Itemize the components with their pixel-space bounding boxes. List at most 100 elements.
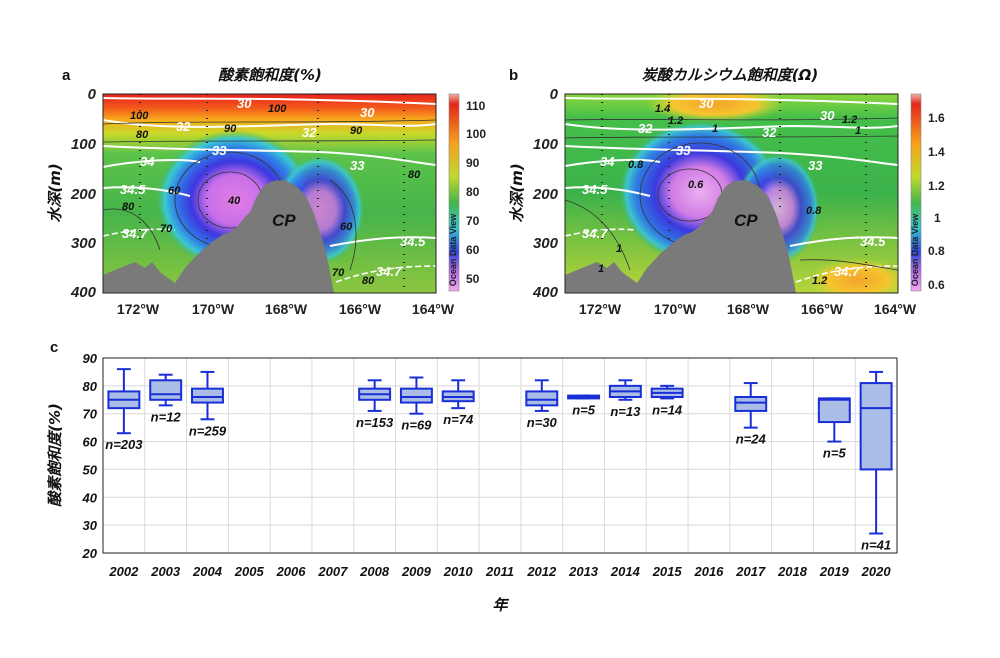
panel-c-xtick: 2017: [735, 564, 766, 579]
panel-a-letter: a: [62, 67, 71, 84]
panel-c-ytick: 60: [83, 435, 98, 450]
cb-a-tick: 100: [466, 127, 486, 141]
panel-a-ytick: 0: [88, 86, 97, 103]
panel-c-frame: [102, 357, 898, 554]
panel-c-xtick: 2003: [150, 564, 181, 579]
contour-label-a-b2: 100: [268, 103, 287, 115]
contour-label-b-34-5b: 34.5: [860, 234, 886, 249]
contour-label-a-30: 30: [237, 96, 252, 111]
contour-label-b-b9: 1: [616, 243, 622, 255]
contour-label-b-b11: 1.2: [812, 275, 827, 287]
box-2019: n=5: [817, 397, 851, 461]
box-n-label: n=69: [401, 418, 432, 433]
panel-a-xtick: 164°W: [412, 301, 455, 317]
panel-a-colorbar: [448, 93, 460, 292]
box-n-label: n=24: [736, 432, 767, 447]
contour-label-a-30b: 30: [360, 105, 375, 120]
box-2002: n=203: [105, 368, 143, 452]
cb-a-label: Ocean Data View: [448, 213, 458, 286]
panel-c-xlabel: 年: [492, 596, 509, 614]
panel-b-title: 炭酸カルシウム飽和度(Ω): [642, 66, 818, 84]
panel-c-ytick: 30: [83, 518, 98, 533]
cb-a-tick: 50: [466, 272, 480, 286]
panel-b-xtick: 172°W: [579, 301, 622, 317]
contour-label-a-b10: 80: [122, 201, 135, 213]
box-2020: n=41: [859, 370, 893, 553]
contour-label-a-b3: 90: [224, 123, 237, 135]
panel-b-ytick: 300: [533, 235, 559, 252]
contour-label-b-33: 33: [676, 143, 691, 158]
panel-b: b 炭酸カルシウム飽和度(Ω): [508, 66, 945, 317]
panel-c-xtick: 2007: [317, 564, 348, 579]
panel-a-xtick: 170°W: [192, 301, 235, 317]
panel-c-letter: c: [50, 339, 58, 356]
contour-label-b-32: 32: [638, 121, 653, 136]
panel-c-ytick: 70: [83, 407, 98, 422]
contour-label-a-33: 33: [212, 143, 227, 158]
contour-label-b-34: 34: [600, 154, 615, 169]
panel-b-ytick: 0: [550, 86, 559, 103]
panel-c-boxes: n=203 n=12 n=259 n=153 n=69 n=74 n=30 n=5 n=13 n=…: [105, 368, 893, 553]
cb-b-tick: 0.6: [928, 278, 945, 292]
panel-a-ytick: 100: [71, 136, 97, 153]
panel-c-xtick: 2002: [108, 564, 139, 579]
panel-b-xtick: 164°W: [874, 301, 917, 317]
panel-b-xtick: 168°W: [727, 301, 770, 317]
panel-c-ytick: 20: [82, 546, 98, 561]
box-n-label: n=153: [356, 415, 394, 430]
panel-c-xtick: 2005: [234, 564, 265, 579]
contour-label-a-b5: 90: [350, 125, 363, 137]
contour-label-b-32b: 32: [762, 125, 777, 140]
box-n-label: n=5: [823, 446, 847, 461]
panel-b-section-plot: [565, 94, 898, 293]
panel-c-ytick: 50: [83, 462, 98, 477]
contour-label-b-b1: 1.4: [655, 103, 670, 115]
panel-c-xtick: 2011: [485, 564, 514, 579]
cb-b-tick: 0.8: [928, 244, 945, 258]
panel-c-xtick: 2009: [401, 564, 432, 579]
cb-a-tick: 70: [466, 214, 480, 228]
box-2008: n=153: [356, 379, 394, 430]
box-iqr: [525, 390, 559, 407]
box-2004: n=259: [189, 370, 227, 438]
box-n-label: n=41: [861, 538, 891, 553]
box-n-label: n=259: [189, 423, 227, 438]
box-2015: n=14: [650, 384, 684, 417]
box-n-label: n=30: [527, 415, 558, 430]
contour-label-a-32: 32: [176, 119, 191, 134]
panel-c-grid: [103, 357, 897, 554]
contour-label-b-33b: 33: [808, 158, 823, 173]
contour-label-b-30: 30: [699, 96, 714, 111]
contour-label-b-b3: 1: [712, 123, 718, 135]
box-2009: n=69: [399, 376, 433, 433]
panel-b-ylabel: 水深(m): [508, 163, 526, 222]
panel-a-xtick: 168°W: [265, 301, 308, 317]
contour-label-a-b11: 60: [340, 221, 353, 233]
contour-label-b-b8: 0.8: [806, 205, 822, 217]
panel-b-colorbar: [910, 93, 922, 292]
contour-label-a-b13: 80: [362, 275, 375, 287]
panel-b-letter: b: [509, 67, 518, 84]
box-2014: n=13: [608, 379, 642, 419]
panel-a-ytick: 300: [71, 235, 97, 252]
panel-a-ytick: 200: [70, 186, 97, 203]
panel-c-xtick: 2013: [568, 564, 599, 579]
box-2003: n=12: [149, 373, 183, 424]
contour-label-b-b10: 1: [598, 263, 604, 275]
panel-a-xtick: 172°W: [117, 301, 160, 317]
box-n-label: n=12: [151, 409, 182, 424]
contour-label-a-33b: 33: [350, 158, 365, 173]
contour-label-a-34-5b: 34.5: [400, 234, 426, 249]
contour-label-a-32b: 32: [302, 125, 317, 140]
contour-label-b-30b: 30: [820, 108, 835, 123]
cb-b-tick: 1.6: [928, 111, 945, 125]
cb-b-tick: 1.4: [928, 145, 945, 159]
box-iqr: [191, 387, 224, 404]
contour-label-a-b12: 70: [332, 267, 345, 279]
cb-a-tick: 90: [466, 156, 480, 170]
box-iqr: [817, 397, 851, 424]
cp-label-b: CP: [734, 211, 758, 230]
contour-label-a-b4: 80: [136, 129, 149, 141]
panel-c-ytick: 40: [82, 490, 98, 505]
